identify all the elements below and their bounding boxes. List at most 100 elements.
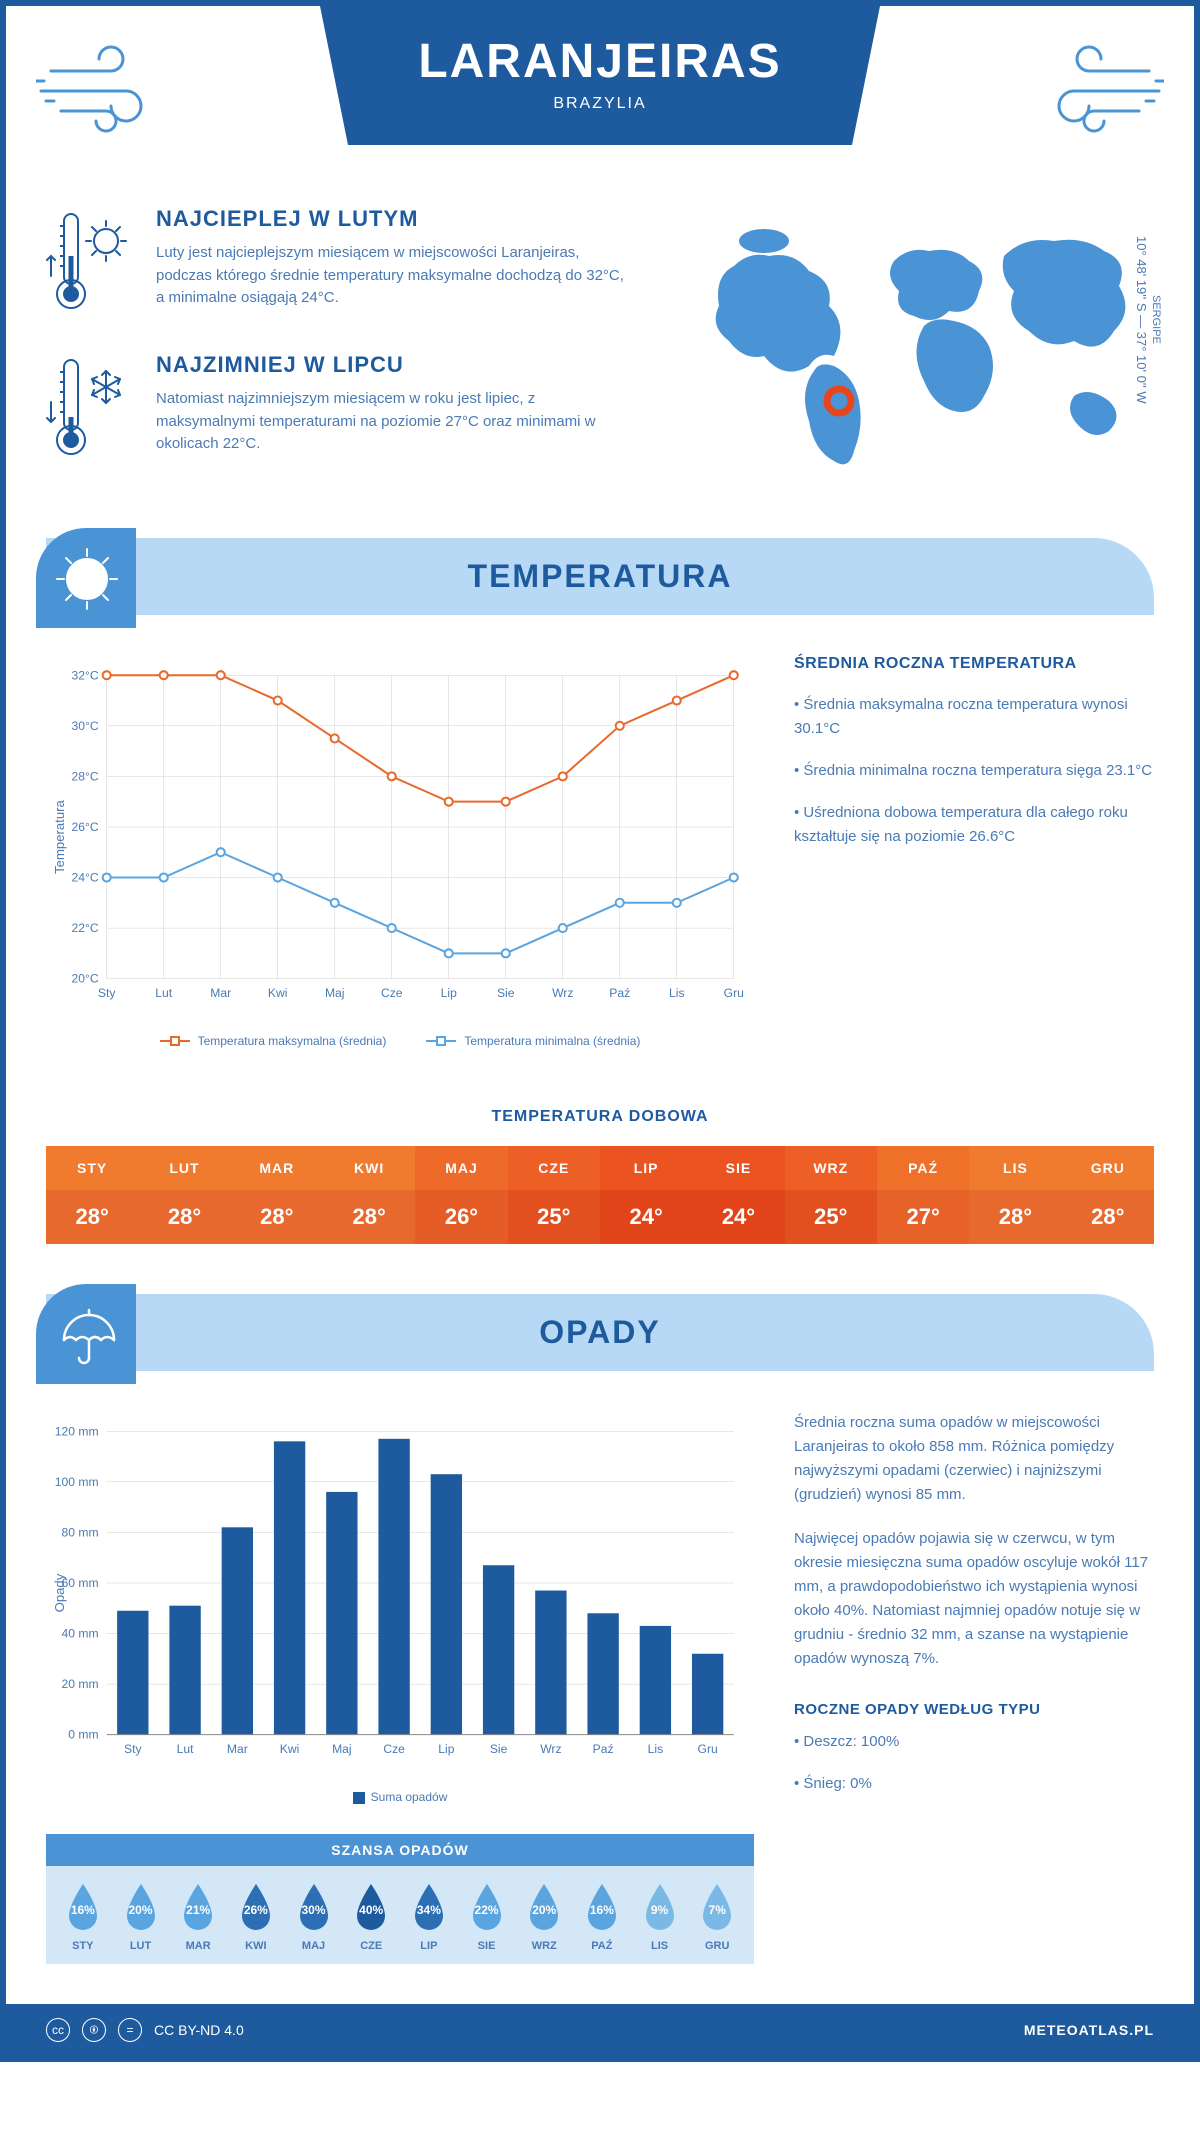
svg-text:Paź: Paź [609, 986, 630, 1000]
chance-cell: 40% CZE [342, 1882, 400, 1952]
precip-text: Najwięcej opadów pojawia się w czerwcu, … [794, 1527, 1154, 1671]
chart-legend: Temperatura maksymalna (średnia) Tempera… [46, 1034, 754, 1048]
wind-icon [1024, 36, 1164, 136]
svg-text:Kwi: Kwi [268, 986, 288, 1000]
precip-body: 0 mm20 mm40 mm60 mm80 mm100 mm120 mmStyL… [6, 1371, 1194, 2004]
facts-left: NAJCIEPLEJ W LUTYM Luty jest najcieplejs… [46, 206, 634, 498]
chance-cell: 20% LUT [112, 1882, 170, 1952]
svg-text:Opady: Opady [52, 1573, 67, 1612]
coordinates: SERGIPE 10° 48' 19'' S — 37° 10' 0'' W [1134, 236, 1164, 404]
svg-text:Cze: Cze [381, 986, 403, 1000]
raindrop-icon: 16% [582, 1882, 622, 1932]
svg-text:20 mm: 20 mm [62, 1677, 99, 1691]
chance-value: 7% [709, 1903, 726, 1917]
world-map-icon [674, 206, 1154, 486]
section-title: OPADY [66, 1314, 1134, 1351]
chance-cell: 20% WRZ [515, 1882, 573, 1952]
daily-value: 28° [323, 1190, 415, 1244]
svg-text:Gru: Gru [698, 1742, 718, 1756]
raindrop-icon: 21% [178, 1882, 218, 1932]
precip-legend: Suma opadów [46, 1790, 754, 1804]
thermometer-sun-icon [46, 206, 136, 316]
temperature-body: 20°C22°C24°C26°C28°C30°C32°CStyLutMarKwi… [6, 615, 1194, 1088]
by-icon: 🅯 [82, 2018, 106, 2042]
daily-value: 28° [969, 1190, 1061, 1244]
raindrop-icon: 26% [236, 1882, 276, 1932]
chance-value: 20% [532, 1903, 556, 1917]
chance-box: SZANSA OPADÓW 16% STY 20% LUT 21% MAR 26… [46, 1834, 754, 1964]
svg-text:Lis: Lis [648, 1742, 664, 1756]
daily-temp-title: TEMPERATURA DOBOWA [6, 1108, 1194, 1126]
svg-text:Wrz: Wrz [540, 1742, 561, 1756]
chance-cell: 26% KWI [227, 1882, 285, 1952]
daily-value: 28° [231, 1190, 323, 1244]
precip-left: 0 mm20 mm40 mm60 mm80 mm100 mm120 mmStyL… [46, 1411, 754, 1964]
daily-month: LIS [969, 1146, 1061, 1190]
chance-month: LUT [112, 1940, 170, 1952]
cc-icon: cc [46, 2018, 70, 2042]
chance-cell: 21% MAR [169, 1882, 227, 1952]
svg-text:Paź: Paź [593, 1742, 614, 1756]
footer-site: METEOATLAS.PL [1024, 2022, 1154, 2038]
svg-text:26°C: 26°C [72, 820, 99, 834]
svg-text:100 mm: 100 mm [55, 1475, 99, 1489]
info-item: • Deszcz: 100% [794, 1730, 1154, 1754]
svg-text:0 mm: 0 mm [68, 1728, 98, 1742]
chance-value: 22% [475, 1903, 499, 1917]
page-subtitle: BRAZYLIA [340, 95, 860, 113]
map-container: SERGIPE 10° 48' 19'' S — 37° 10' 0'' W [674, 206, 1154, 498]
svg-text:Wrz: Wrz [552, 986, 573, 1000]
svg-text:30°C: 30°C [72, 719, 99, 733]
chance-value: 21% [186, 1903, 210, 1917]
daily-value: 28° [46, 1190, 138, 1244]
precip-type-title: ROCZNE OPADY WEDŁUG TYPU [794, 1701, 1154, 1718]
chance-month: PAŹ [573, 1940, 631, 1952]
svg-text:Temperatura: Temperatura [52, 800, 67, 874]
daily-value: 26° [415, 1190, 507, 1244]
temperature-info: ŚREDNIA ROCZNA TEMPERATURA • Średnia mak… [794, 655, 1154, 1048]
raindrop-icon: 20% [524, 1882, 564, 1932]
fact-warmest: NAJCIEPLEJ W LUTYM Luty jest najcieplejs… [46, 206, 634, 316]
facts-section: NAJCIEPLEJ W LUTYM Luty jest najcieplejs… [6, 186, 1194, 538]
chance-cell: 9% LIS [631, 1882, 689, 1952]
daily-month: CZE [508, 1146, 600, 1190]
svg-text:120 mm: 120 mm [55, 1424, 99, 1438]
daily-value: 25° [508, 1190, 600, 1244]
chance-value: 9% [651, 1903, 668, 1917]
svg-text:20°C: 20°C [72, 972, 99, 986]
chance-value: 30% [302, 1903, 326, 1917]
svg-text:Lis: Lis [669, 986, 685, 1000]
raindrop-icon: 7% [697, 1882, 737, 1932]
wind-icon [36, 36, 176, 136]
chance-month: KWI [227, 1940, 285, 1952]
raindrop-icon: 34% [409, 1882, 449, 1932]
daily-month: MAJ [415, 1146, 507, 1190]
svg-text:Sty: Sty [98, 986, 116, 1000]
chance-cell: 30% MAJ [285, 1882, 343, 1952]
chance-month: LIP [400, 1940, 458, 1952]
chance-cell: 16% PAŹ [573, 1882, 631, 1952]
fact-title: NAJCIEPLEJ W LUTYM [156, 206, 634, 232]
fact-text: Luty jest najcieplejszym miesiącem w mie… [156, 242, 634, 310]
svg-text:Mar: Mar [227, 1742, 248, 1756]
svg-text:Gru: Gru [724, 986, 744, 1000]
svg-text:24°C: 24°C [72, 871, 99, 885]
daily-value: 24° [600, 1190, 692, 1244]
chance-month: WRZ [515, 1940, 573, 1952]
raindrop-icon: 9% [640, 1882, 680, 1932]
header: LARANJEIRAS BRAZYLIA [6, 6, 1194, 186]
section-header-temperature: TEMPERATURA [46, 538, 1154, 615]
chance-month: MAJ [285, 1940, 343, 1952]
info-item: • Średnia minimalna roczna temperatura s… [794, 759, 1154, 783]
info-item: • Uśredniona dobowa temperatura dla całe… [794, 801, 1154, 849]
section-header-precip: OPADY [46, 1294, 1154, 1371]
svg-text:Sie: Sie [497, 986, 515, 1000]
daily-month: SIE [692, 1146, 784, 1190]
chance-month: CZE [342, 1940, 400, 1952]
svg-text:Cze: Cze [383, 1742, 405, 1756]
svg-text:80 mm: 80 mm [62, 1526, 99, 1540]
chance-value: 34% [417, 1903, 441, 1917]
svg-text:40 mm: 40 mm [62, 1627, 99, 1641]
chance-month: MAR [169, 1940, 227, 1952]
precip-text: Średnia roczna suma opadów w miejscowośc… [794, 1411, 1154, 1507]
